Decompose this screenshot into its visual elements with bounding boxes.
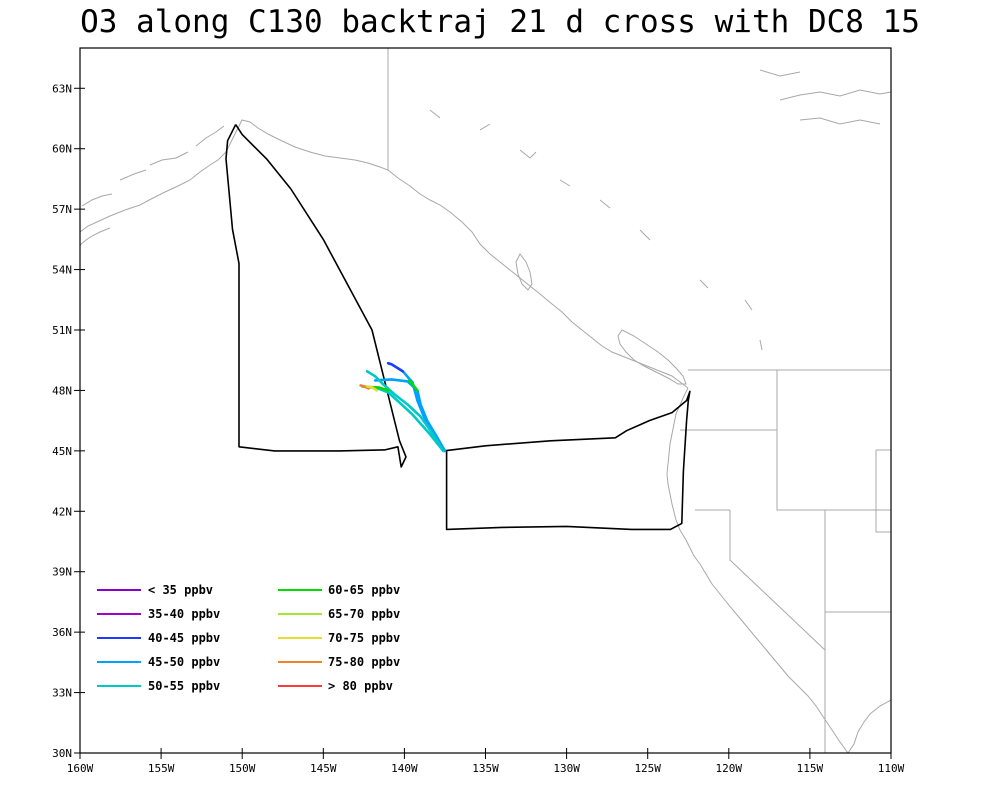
x-tick-label: 110W bbox=[878, 762, 905, 775]
x-tick-label: 120W bbox=[716, 762, 743, 775]
y-tick-label: 48N bbox=[52, 384, 72, 397]
legend-label: 35-40 ppbv bbox=[148, 607, 220, 621]
x-tick-label: 125W bbox=[634, 762, 661, 775]
vancouver-island bbox=[617, 329, 687, 385]
legend-label: < 35 ppbv bbox=[148, 583, 213, 597]
hudson-bay-coast bbox=[759, 69, 891, 125]
haida-gwaii bbox=[515, 253, 533, 291]
legend-label: 60-65 ppbv bbox=[328, 583, 400, 597]
y-tick-label: 39N bbox=[52, 566, 72, 579]
x-tick-label: 115W bbox=[797, 762, 824, 775]
baja-coastline bbox=[847, 699, 891, 753]
x-tick-label: 145W bbox=[310, 762, 337, 775]
legend-label: 40-45 ppbv bbox=[148, 631, 220, 645]
us-west-coastline bbox=[666, 387, 849, 753]
x-tick-label: 135W bbox=[472, 762, 499, 775]
x-tick-label: 160W bbox=[67, 762, 94, 775]
interior-lakes bbox=[429, 109, 763, 351]
backtraj-9 bbox=[365, 385, 379, 392]
axes-layer: 160W 155W 150W 145W 140W 135W 130W 125W 120W 115W… bbox=[52, 82, 904, 775]
geography-layer bbox=[80, 48, 891, 753]
y-tick-label: 45N bbox=[52, 445, 72, 458]
plot-frame bbox=[79, 47, 892, 754]
bc-coastline bbox=[387, 169, 689, 389]
backtraj-8 bbox=[359, 384, 371, 390]
backtraj-6 bbox=[360, 385, 445, 453]
alaska-peninsula-coast bbox=[80, 125, 225, 246]
y-tick-label: 54N bbox=[52, 264, 72, 277]
backtraj-3 bbox=[373, 378, 447, 453]
legend-label: > 80 ppbv bbox=[328, 679, 393, 693]
legend-label: 75-80 ppbv bbox=[328, 655, 400, 669]
backtrajectories-layer bbox=[359, 361, 447, 453]
legend-label: 70-75 ppbv bbox=[328, 631, 400, 645]
backtraj-5 bbox=[365, 369, 445, 453]
y-tick-label: 36N bbox=[52, 626, 72, 639]
legend: < 35 ppbv 35-40 ppbv 40-45 ppbv 45-50 ppbv 5… bbox=[97, 583, 400, 693]
y-tick-label: 30N bbox=[52, 747, 72, 760]
y-tick-label: 60N bbox=[52, 143, 72, 156]
backtraj-4 bbox=[407, 379, 419, 392]
y-tick-label: 57N bbox=[52, 203, 72, 216]
flight-tracks-layer bbox=[225, 124, 691, 531]
y-tick-label: 33N bbox=[52, 687, 72, 700]
dc8-track bbox=[225, 124, 407, 468]
backtraj-2 bbox=[386, 361, 405, 373]
y-tick-label: 42N bbox=[52, 505, 72, 518]
c130-track bbox=[443, 390, 691, 531]
legend-label: 65-70 ppbv bbox=[328, 607, 400, 621]
state-borders bbox=[680, 370, 891, 753]
y-tick-label: 51N bbox=[52, 324, 72, 337]
legend-label: 50-55 ppbv bbox=[148, 679, 220, 693]
x-tick-label: 130W bbox=[553, 762, 580, 775]
y-tick-label: 63N bbox=[52, 82, 72, 95]
x-tick-label: 155W bbox=[148, 762, 175, 775]
x-tick-label: 150W bbox=[229, 762, 256, 775]
map-title: O3 along C130 backtraj 21 d cross with D… bbox=[80, 4, 920, 40]
alaska-coastline bbox=[80, 119, 389, 233]
legend-label: 45-50 ppbv bbox=[148, 655, 220, 669]
x-tick-label: 140W bbox=[391, 762, 418, 775]
